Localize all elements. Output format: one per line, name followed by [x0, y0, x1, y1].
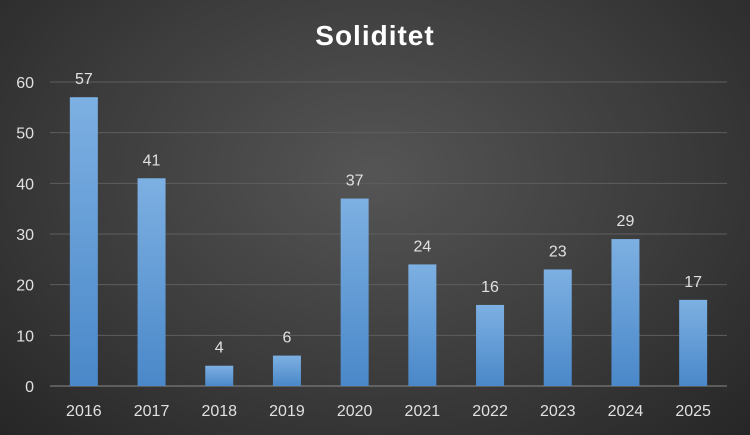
- x-tick-label-2023: 2023: [540, 403, 576, 420]
- data-label-2019: 6: [282, 330, 291, 347]
- bar-2024: [611, 239, 640, 386]
- x-tick-label-2018: 2018: [201, 403, 237, 420]
- y-tick-label: 60: [16, 75, 34, 92]
- x-tick-label-2017: 2017: [134, 403, 170, 420]
- data-labels: 57 41 4 6 37 24 16 23 29 17: [75, 71, 702, 357]
- y-tick-label: 20: [16, 278, 34, 295]
- y-tick-label: 10: [16, 328, 34, 345]
- y-tick-label: 40: [16, 176, 34, 193]
- bar-2023: [543, 269, 572, 386]
- data-label-2021: 24: [413, 238, 431, 255]
- bar-2020: [340, 198, 369, 386]
- x-tick-label-2022: 2022: [472, 403, 508, 420]
- x-tick-label-2021: 2021: [405, 403, 441, 420]
- x-tick-label-2016: 2016: [66, 403, 102, 420]
- data-label-2020: 37: [346, 173, 364, 190]
- data-label-2016: 57: [75, 71, 93, 88]
- bar-2016: [69, 97, 98, 386]
- y-tick-label: 0: [25, 379, 34, 396]
- bars: [69, 97, 708, 386]
- chart-title: Soliditet: [315, 20, 435, 51]
- x-tick-label-2025: 2025: [675, 403, 711, 420]
- x-tick-label-2019: 2019: [269, 403, 305, 420]
- data-label-2018: 4: [215, 340, 224, 357]
- x-tick-label-2020: 2020: [337, 403, 373, 420]
- bar-2021: [408, 264, 437, 386]
- bar-2018: [205, 365, 234, 386]
- data-label-2023: 23: [549, 243, 567, 260]
- bar-2019: [272, 355, 301, 386]
- y-tick-label: 50: [16, 126, 34, 143]
- x-axis: 2016 2017 2018 2019 2020 2021 2022 2023 2024 2025: [66, 403, 711, 420]
- data-label-2024: 29: [617, 213, 635, 230]
- y-tick-label: 30: [16, 227, 34, 244]
- bar-2025: [679, 299, 708, 386]
- y-axis: 0 10 20 30 40 50 60: [16, 75, 34, 396]
- data-label-2022: 16: [481, 279, 499, 296]
- bar-2017: [137, 178, 166, 386]
- data-label-2017: 41: [143, 152, 161, 169]
- data-label-2025: 17: [684, 274, 702, 291]
- bar-2022: [476, 304, 505, 386]
- x-tick-label-2024: 2024: [608, 403, 644, 420]
